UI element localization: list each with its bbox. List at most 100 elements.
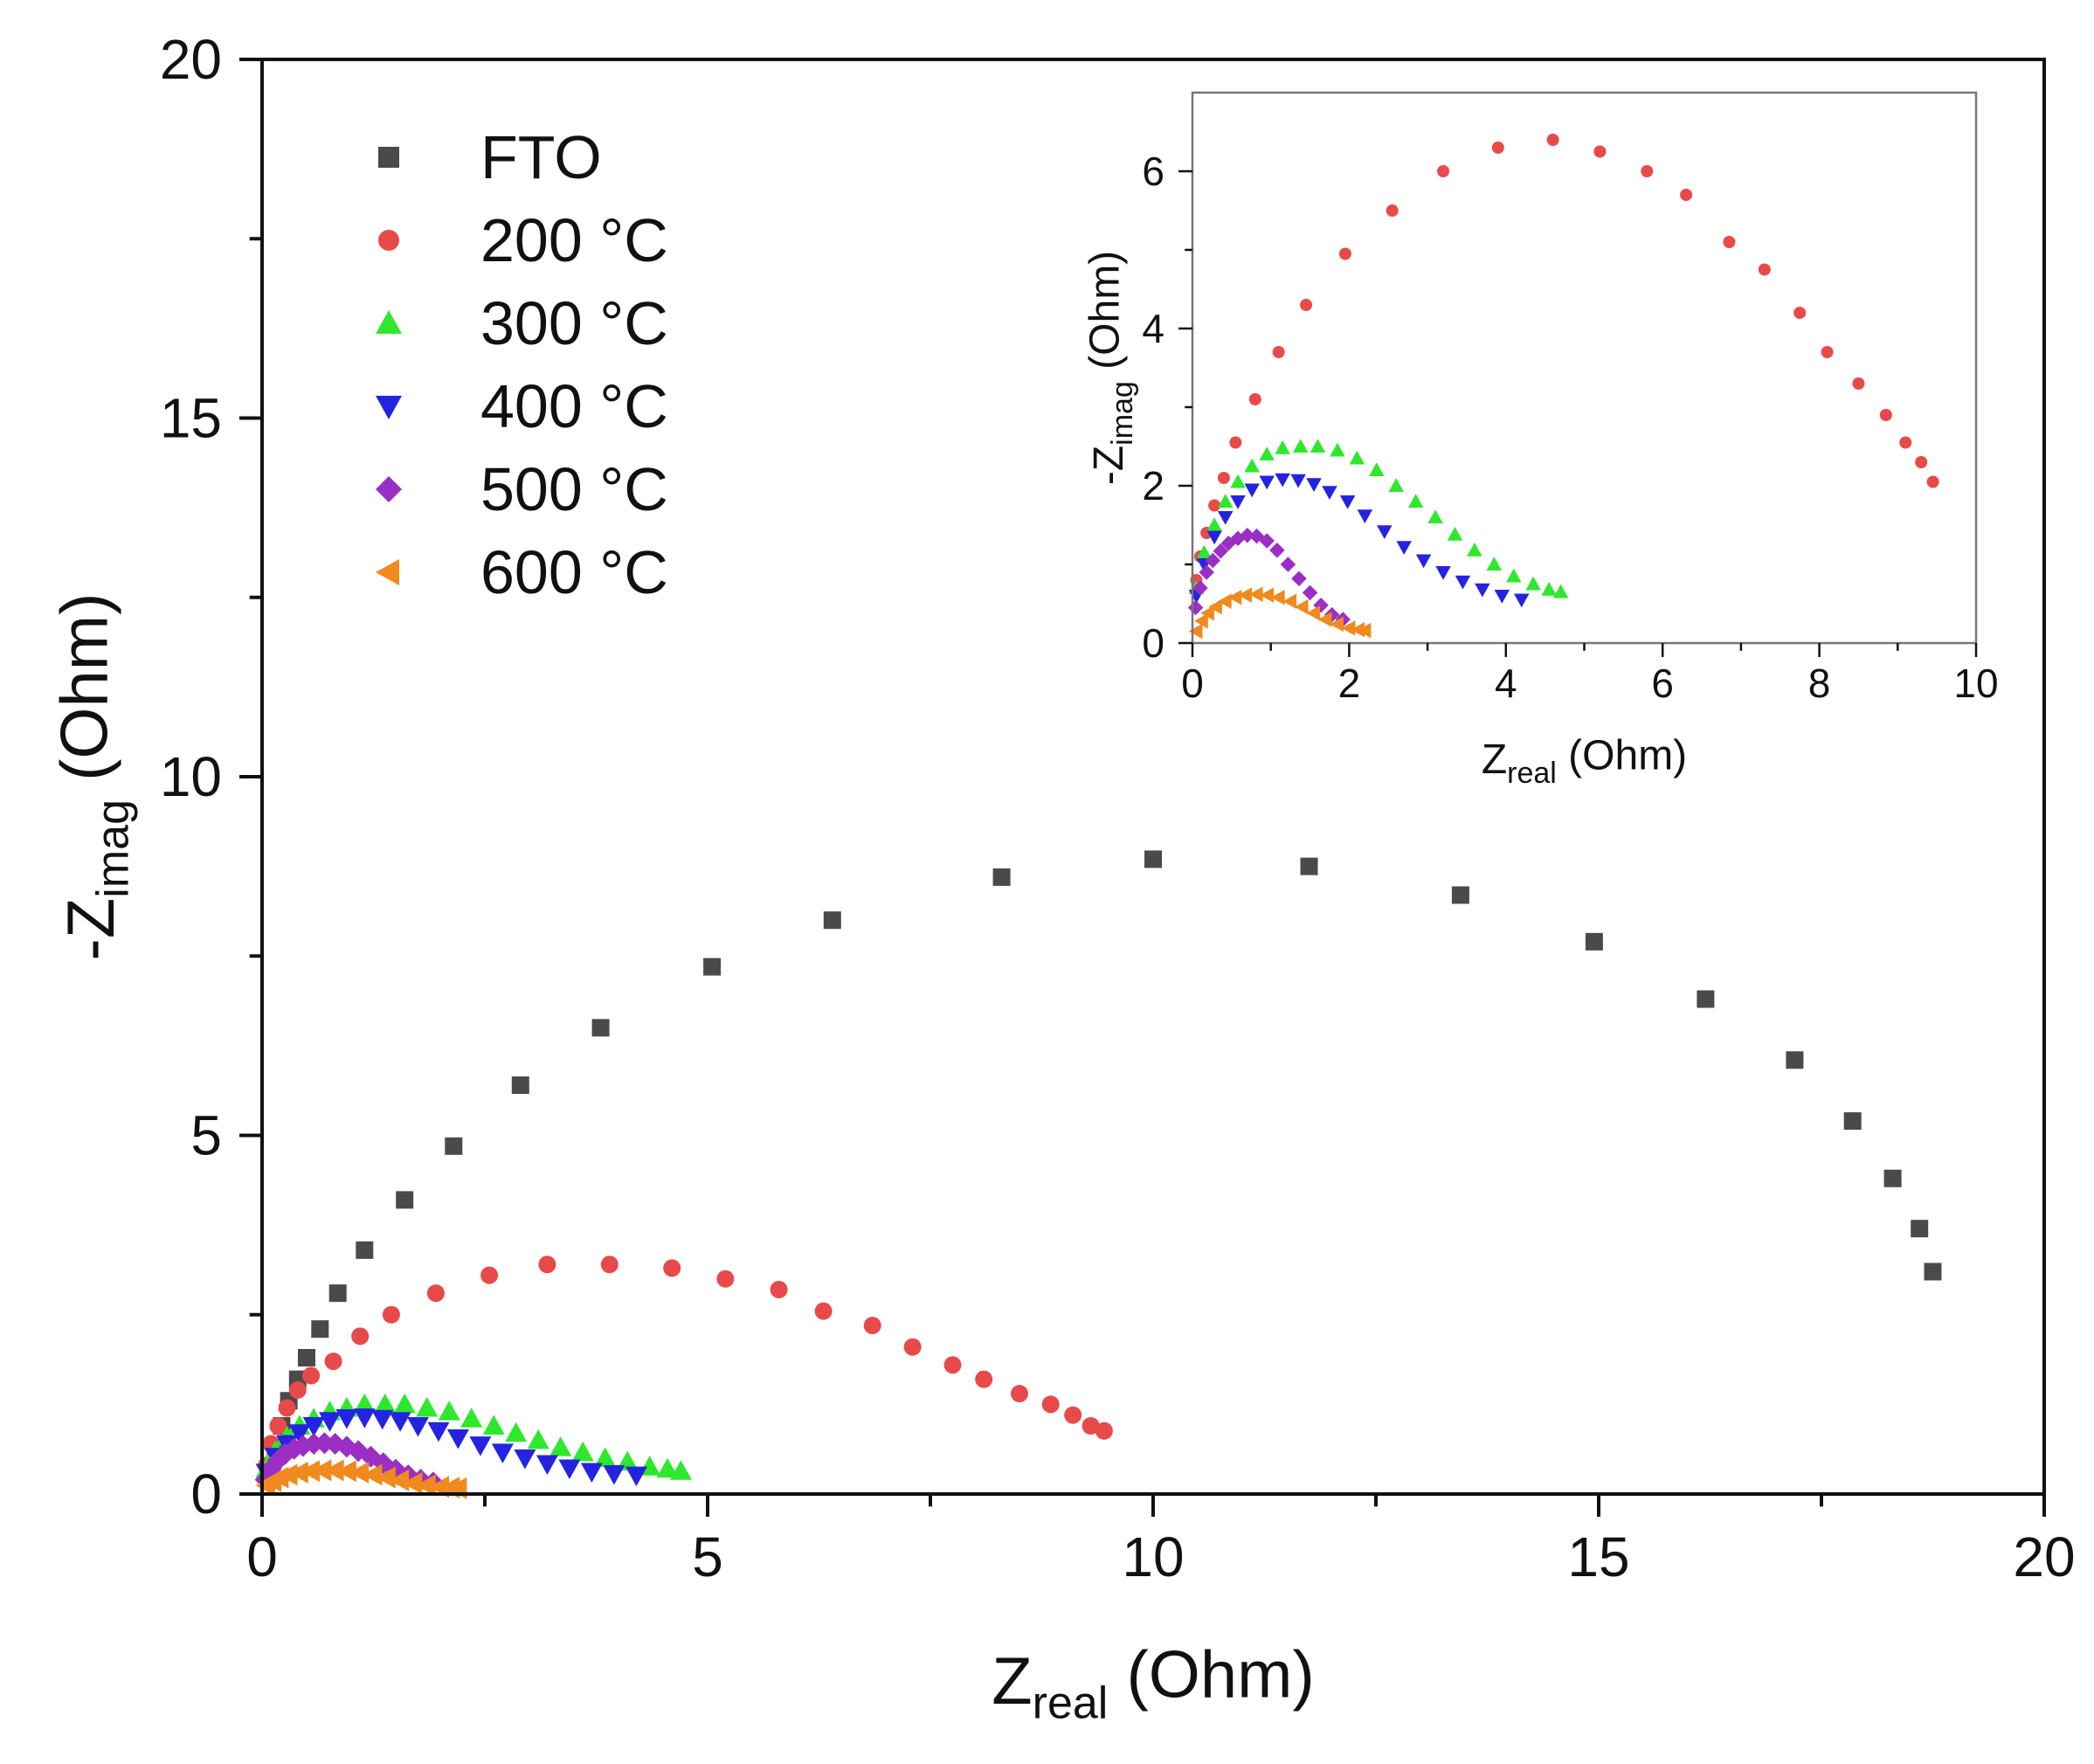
main-point-400-c <box>514 1449 536 1470</box>
main-point-fto <box>1883 1169 1902 1187</box>
legend: FTO 200 °C 300 °C 400 °C 500 °C 600 °C <box>376 123 668 606</box>
main-point-fto <box>1585 932 1603 951</box>
main-point-600-c <box>278 1463 298 1486</box>
inset-point-400-c <box>1322 486 1337 500</box>
inset-y-tick-label: 2 <box>1142 463 1164 508</box>
inset-point-300-c <box>1552 584 1569 598</box>
main-y-tick-label: 10 <box>160 745 222 808</box>
inset-point-500-c <box>1213 543 1229 559</box>
inset-point-200-c <box>1491 142 1504 154</box>
main-point-200-c <box>351 1327 370 1345</box>
inset-point-400-c <box>1455 575 1471 590</box>
main-point-600-c <box>389 1469 410 1491</box>
inset-point-200-c <box>1300 299 1313 311</box>
main-x-tick-label: 15 <box>1567 1525 1629 1588</box>
main-x-tick-label: 10 <box>1122 1525 1184 1588</box>
inset-point-500-c <box>1269 543 1285 558</box>
inset-point-400-c <box>1357 509 1373 523</box>
inset-point-500-c <box>1192 580 1208 596</box>
inset-point-200-c <box>1386 204 1399 217</box>
main-point-400-c <box>446 1428 469 1449</box>
main-point-200-c <box>480 1266 499 1284</box>
inset-point-600-c <box>1260 587 1275 603</box>
main-point-400-c <box>319 1412 342 1432</box>
inset-point-600-c <box>1194 613 1208 629</box>
legend-marker-500-c <box>376 476 402 502</box>
main-x-axis-label: Zreal (Ohm) <box>992 1637 1315 1728</box>
inset-point-300-c <box>1196 544 1213 559</box>
inset-point-600-c <box>1188 623 1203 640</box>
inset-point-600-c <box>1248 586 1263 602</box>
main-point-400-c <box>288 1424 311 1444</box>
main-x-tick-label: 5 <box>692 1525 723 1588</box>
main-point-400-c <box>371 1409 394 1430</box>
main-point-200-c <box>1064 1406 1082 1424</box>
inset-point-300-c <box>1244 458 1260 473</box>
main-point-200-c <box>903 1338 922 1356</box>
inset-point-300-c <box>1293 439 1309 453</box>
inset-point-300-c <box>1330 442 1345 457</box>
inset-point-500-c <box>1199 564 1214 580</box>
inset-point-300-c <box>1486 557 1503 571</box>
legend-label-500-c: 500 °C <box>480 455 668 523</box>
inset-point-400-c <box>1217 511 1234 525</box>
inset-point-300-c <box>1525 576 1541 591</box>
inset-point-400-c <box>1396 541 1412 555</box>
inset-point-300-c <box>1506 568 1522 583</box>
inset-point-600-c <box>1208 598 1222 615</box>
main-point-300-c <box>438 1401 460 1421</box>
main-point-400-c <box>335 1408 358 1429</box>
legend-label-600-c: 600 °C <box>480 538 668 606</box>
inset-point-300-c <box>1349 450 1365 465</box>
main-point-200-c <box>1011 1385 1028 1403</box>
inset-point-200-c <box>1879 409 1892 421</box>
inset-point-200-c <box>1821 346 1834 358</box>
main-y-tick-label: 0 <box>190 1463 222 1525</box>
main-point-400-c <box>536 1455 558 1476</box>
inset-point-200-c <box>1926 475 1939 488</box>
inset-plot: 0 2 4 6 8 10 0 2 4 6 Zreal (Ohm) -Zimag (Ohm) <box>1082 91 1999 790</box>
inset-point-300-c <box>1407 494 1424 508</box>
inset-point-600-c <box>1227 590 1242 605</box>
main-point-fto <box>445 1137 463 1155</box>
main-point-300-c <box>594 1447 617 1467</box>
main-point-200-c <box>600 1256 619 1274</box>
main-point-600-c <box>416 1474 436 1497</box>
inset-point-600-c <box>1357 622 1372 639</box>
main-point-fto <box>311 1320 329 1339</box>
main-point-fto <box>356 1241 374 1259</box>
inset-point-300-c <box>1369 462 1385 476</box>
main-point-300-c <box>505 1422 528 1442</box>
inset-point-400-c <box>1475 583 1490 598</box>
inset-point-200-c <box>1546 134 1559 146</box>
main-point-400-c <box>603 1465 625 1485</box>
main-point-fto <box>823 911 841 930</box>
inset-point-600-c <box>1306 605 1321 621</box>
main-point-600-c <box>349 1461 370 1484</box>
inset-y-tick-label: 4 <box>1142 306 1164 351</box>
inset-point-400-c <box>1244 483 1260 498</box>
main-point-fto <box>992 868 1011 886</box>
main-x-tick-label: 0 <box>246 1525 278 1588</box>
inset-point-400-c <box>1206 530 1222 545</box>
main-point-600-c <box>402 1472 423 1495</box>
inset-point-200-c <box>1915 456 1928 468</box>
inset-x-tick-label: 6 <box>1651 661 1674 706</box>
inset-point-300-c <box>1427 509 1443 523</box>
inset-y-axis-label: -Zimag (Ohm) <box>1082 251 1139 485</box>
inset-point-600-c <box>1341 620 1356 636</box>
inset-point-600-c <box>1294 598 1309 615</box>
inset-point-200-c <box>1272 346 1285 358</box>
main-point-200-c <box>863 1317 881 1335</box>
main-point-fto <box>1144 850 1162 868</box>
main-series-600-c <box>255 1459 467 1499</box>
main-point-200-c <box>426 1284 445 1303</box>
main-point-300-c <box>416 1396 439 1417</box>
main-point-200-c <box>770 1281 788 1299</box>
inset-point-400-c <box>1230 495 1246 509</box>
main-point-fto <box>396 1191 414 1209</box>
inset-point-200-c <box>1852 377 1865 390</box>
inset-point-600-c <box>1317 612 1332 627</box>
inset-point-400-c <box>1513 593 1530 608</box>
main-y-tick-label: 5 <box>190 1104 222 1167</box>
